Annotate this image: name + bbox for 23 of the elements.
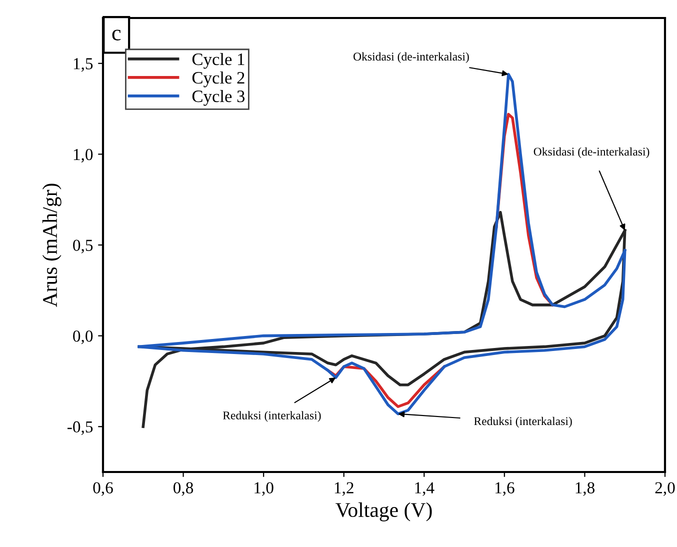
y-axis-title: Arus (mAh/gr) bbox=[42, 184, 62, 307]
x-tick-label: 0,8 bbox=[174, 482, 194, 496]
x-tick-label: 1,4 bbox=[415, 482, 434, 496]
annotation: Reduksi (interkalasi) bbox=[474, 416, 572, 428]
annotation: Reduksi (interkalasi) bbox=[222, 411, 321, 422]
legend-label: Cycle 3 bbox=[192, 90, 245, 106]
annotation: Oksidasi (de-interkalasi) bbox=[354, 52, 469, 63]
y-tick-label: 0,5 bbox=[73, 240, 93, 254]
x-tick-label: 1,6 bbox=[495, 482, 514, 496]
legend-label: Cycle 2 bbox=[192, 71, 244, 88]
x-tick-label: 1,0 bbox=[254, 482, 274, 496]
x-tick-label: 0,6 bbox=[93, 482, 113, 496]
legend-label: Cycle 1 bbox=[192, 52, 244, 69]
annotation: c bbox=[112, 30, 121, 40]
y-tick-label: -0,5 bbox=[68, 421, 93, 435]
x-tick-label: 2,0 bbox=[655, 482, 675, 496]
x-tick-label: 1,2 bbox=[334, 482, 354, 496]
annotation: Oksidasi (de-interkalasi) bbox=[534, 147, 650, 158]
y-tick-label: 0,0 bbox=[73, 330, 93, 344]
y-tick-label: 1,5 bbox=[74, 58, 93, 72]
x-tick-label: 1,8 bbox=[576, 482, 594, 496]
x-axis-title: Voltage (V) bbox=[336, 502, 432, 522]
y-tick-label: 1,0 bbox=[74, 148, 93, 163]
